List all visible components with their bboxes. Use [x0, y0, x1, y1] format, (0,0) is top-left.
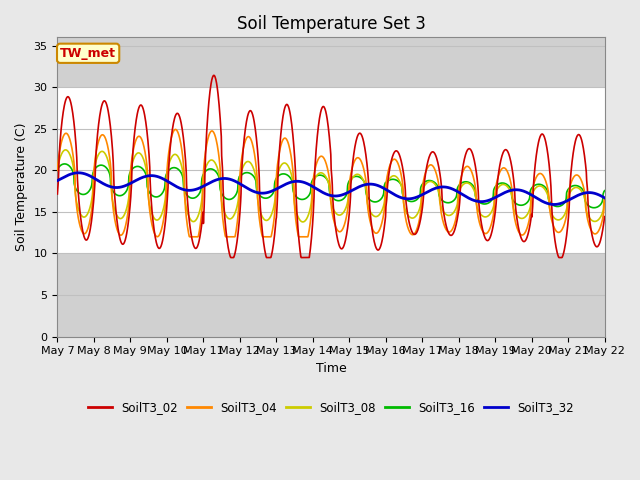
Text: TW_met: TW_met [60, 47, 116, 60]
Bar [58, 87, 605, 253]
Title: Soil Temperature Set 3: Soil Temperature Set 3 [237, 15, 426, 33]
Legend: SoilT3_02, SoilT3_04, SoilT3_08, SoilT3_16, SoilT3_32: SoilT3_02, SoilT3_04, SoilT3_08, SoilT3_… [83, 396, 579, 419]
Y-axis label: Soil Temperature (C): Soil Temperature (C) [15, 123, 28, 251]
X-axis label: Time: Time [316, 362, 346, 375]
